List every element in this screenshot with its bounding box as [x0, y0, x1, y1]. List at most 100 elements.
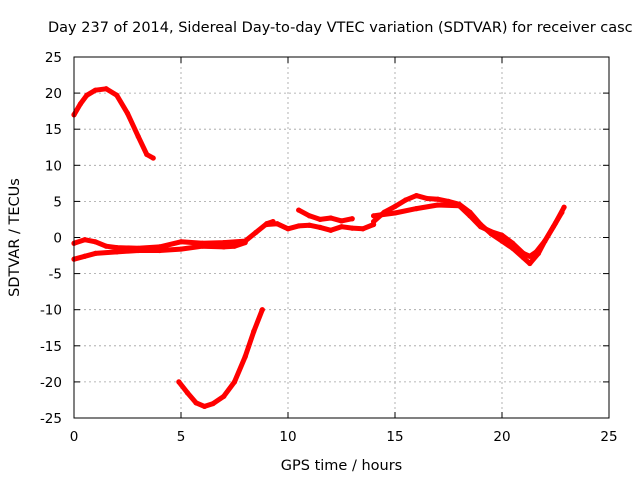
data-point	[328, 215, 334, 221]
y-tick-label: 15	[45, 122, 62, 138]
y-tick-label: -25	[40, 411, 62, 427]
data-point	[499, 238, 505, 244]
data-point	[338, 224, 345, 230]
x-tick-label: 25	[600, 429, 617, 445]
data-point	[561, 204, 567, 210]
series-trace	[371, 202, 565, 259]
data-point	[178, 239, 184, 245]
data-point	[424, 195, 430, 202]
data-series	[71, 86, 567, 410]
data-point	[231, 243, 238, 249]
axis-ticks: 0 5 10 15 20 25 -25 -20 -15 -10 -5 0 5 10 15 20 25	[40, 50, 618, 445]
data-point	[251, 328, 257, 334]
data-point	[124, 110, 131, 116]
data-point	[550, 224, 556, 230]
data-point	[349, 216, 355, 222]
data-point	[242, 239, 248, 246]
data-point	[478, 224, 484, 230]
data-point	[242, 354, 248, 360]
data-point	[413, 193, 419, 199]
data-point	[296, 223, 302, 229]
data-point	[231, 379, 238, 385]
data-point	[445, 198, 452, 204]
data-point	[82, 253, 88, 259]
data-point	[82, 237, 88, 243]
data-point	[317, 224, 323, 230]
data-point	[296, 207, 302, 213]
data-point	[371, 213, 377, 219]
data-point	[488, 229, 494, 235]
data-point	[360, 226, 366, 232]
data-point	[92, 87, 98, 93]
data-point	[193, 400, 199, 406]
data-point	[176, 379, 182, 385]
y-axis-label: SDTVAR / TECUs	[7, 178, 23, 297]
data-point	[527, 260, 533, 267]
data-point	[221, 244, 227, 250]
x-axis-label: GPS time / hours	[281, 458, 402, 474]
data-point	[435, 196, 441, 202]
data-point	[527, 253, 533, 259]
data-point	[103, 86, 109, 92]
y-tick-label: 5	[53, 194, 62, 210]
data-point	[150, 155, 156, 161]
series-arc-low-5-9h	[176, 307, 265, 410]
data-point	[221, 393, 227, 399]
data-point	[467, 213, 473, 219]
data-point	[199, 243, 205, 249]
data-point	[253, 229, 259, 236]
data-point	[559, 209, 565, 215]
data-point	[77, 101, 84, 107]
series-hump-14-23h-b	[371, 202, 565, 259]
data-point	[403, 197, 409, 203]
data-point	[392, 210, 398, 216]
data-point	[259, 307, 265, 313]
series-hump-14-23h-a	[371, 193, 567, 267]
data-point	[338, 218, 345, 224]
data-point	[274, 221, 280, 227]
chart-title: Day 237 of 2014, Sidereal Day-to-day VTE…	[48, 20, 633, 36]
data-point	[114, 249, 120, 255]
data-point	[317, 216, 323, 223]
data-point	[92, 250, 98, 256]
series-trace	[176, 307, 265, 409]
x-tick-label: 20	[493, 429, 510, 445]
series-arc-high-0-4h	[71, 86, 156, 161]
data-point	[221, 239, 227, 246]
series-near-zero-0-9h-a	[71, 219, 276, 251]
x-tick-label: 0	[70, 429, 79, 445]
data-point	[542, 238, 548, 244]
data-point	[499, 232, 505, 238]
y-tick-label: 0	[53, 231, 62, 247]
x-tick-label: 10	[279, 429, 296, 445]
y-tick-label: -5	[49, 267, 62, 283]
data-point	[533, 249, 539, 255]
data-point	[114, 245, 120, 251]
series-near-zero-0-9h-b	[71, 239, 248, 262]
data-point	[144, 151, 150, 158]
data-point	[184, 390, 191, 396]
y-tick-label: 20	[45, 86, 62, 102]
grid-lines	[74, 57, 609, 418]
data-point	[510, 240, 516, 246]
y-tick-label: -15	[40, 339, 62, 355]
data-point	[178, 246, 184, 252]
data-point	[520, 250, 527, 256]
data-point	[306, 222, 312, 228]
data-point	[371, 219, 377, 225]
data-point	[264, 221, 270, 228]
series-mid-9-13h	[264, 221, 377, 233]
data-point	[92, 239, 98, 245]
x-tick-label: 15	[386, 429, 403, 445]
x-tick-label: 5	[177, 429, 186, 445]
series-trace	[296, 207, 355, 224]
data-point	[210, 400, 216, 407]
y-tick-label: 25	[45, 50, 62, 66]
data-point	[392, 203, 398, 210]
y-tick-label: -20	[40, 375, 62, 391]
y-tick-label: 10	[45, 158, 62, 174]
data-point	[84, 92, 90, 98]
y-tick-label: -10	[40, 303, 62, 319]
data-point	[135, 133, 141, 140]
